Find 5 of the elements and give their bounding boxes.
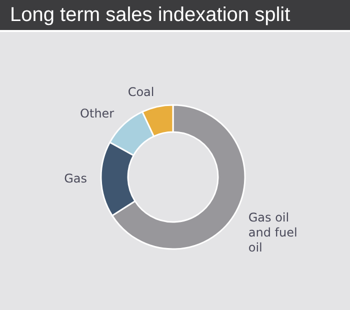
slice-label: Gas (64, 172, 88, 186)
slice-label: Gas oil and fuel oil (248, 210, 298, 255)
slice-label: Other (80, 106, 114, 121)
chart-title: Long term sales indexation split (0, 0, 350, 32)
slice-label: Coal (128, 85, 154, 100)
